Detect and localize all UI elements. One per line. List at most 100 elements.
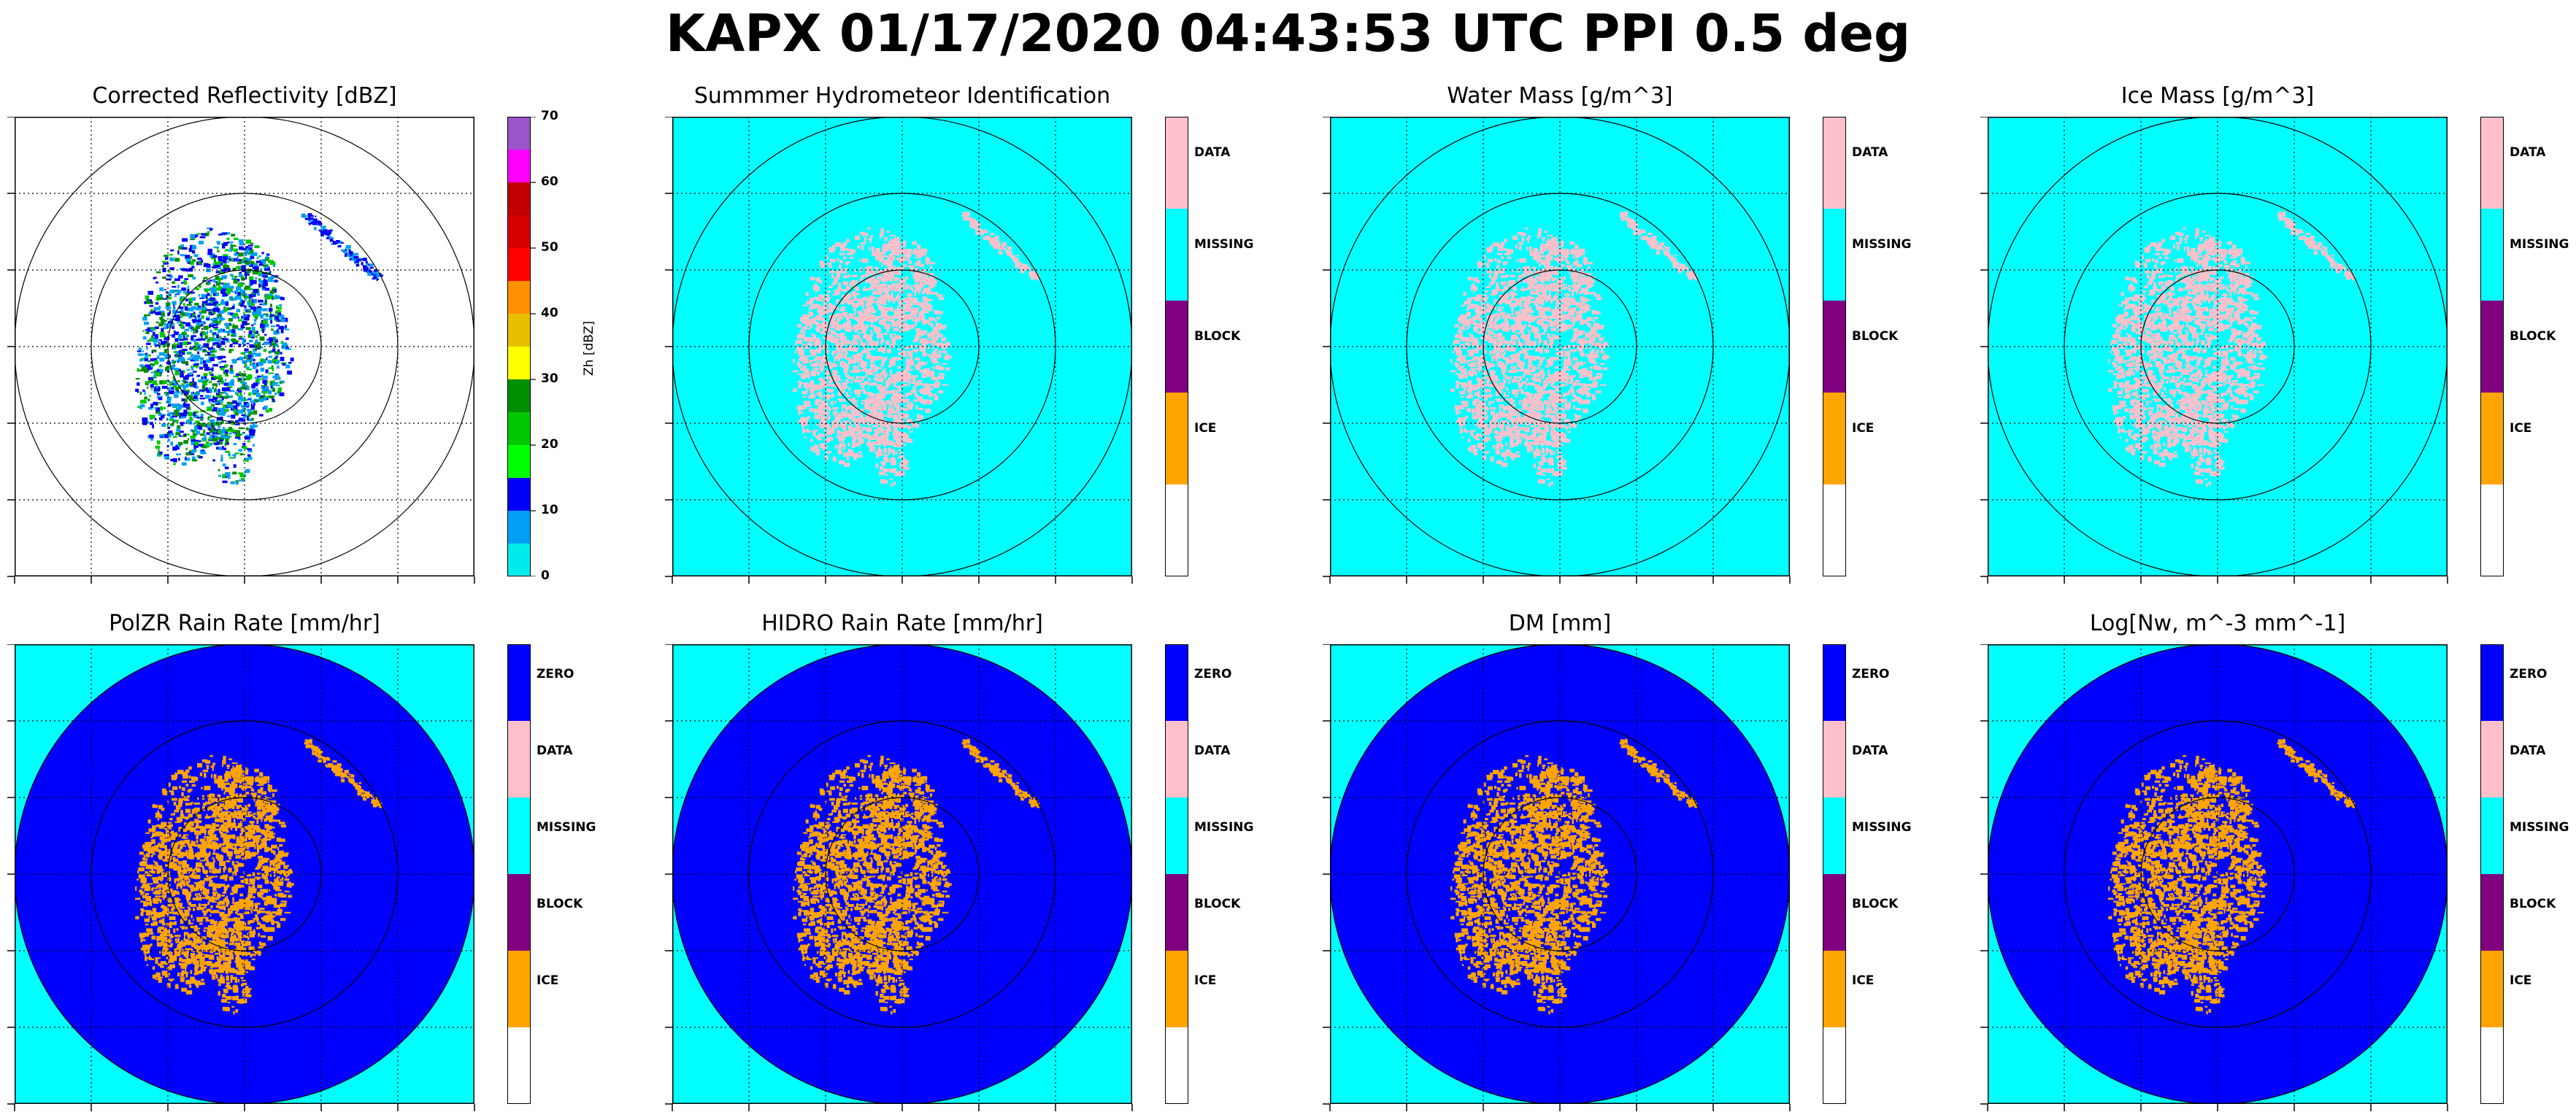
ppi-plot — [672, 117, 1132, 576]
colorbar-segment — [2480, 393, 2504, 485]
plot-frame — [1330, 117, 1790, 576]
colorbar-segment — [507, 1027, 531, 1104]
figure-title: KAPX 01/17/2020 04:43:53 UTC PPI 0.5 deg — [665, 4, 1911, 63]
colorbar-tick-label: 40 — [541, 306, 558, 320]
colorbar — [2480, 644, 2504, 1104]
axis-ticks — [1323, 117, 1791, 584]
colorbar-segment — [1165, 797, 1188, 875]
colorbar — [1165, 644, 1188, 1104]
ppi-plot — [1988, 644, 2448, 1104]
colorbar-category-label: MISSING — [2510, 820, 2569, 835]
colorbar-segment — [1165, 721, 1188, 798]
colorbar-tick-label: 10 — [541, 503, 558, 517]
colorbar-segment — [1823, 644, 1846, 722]
radar-coverage-disc — [15, 644, 474, 1104]
ppi-plot — [15, 644, 474, 1104]
colorbar-bin — [507, 182, 531, 215]
colorbar-segment — [2480, 209, 2504, 301]
colorbar-category-label: ICE — [2510, 421, 2532, 436]
colorbar-category-label: ICE — [2510, 973, 2532, 988]
colorbar-segment — [1823, 1027, 1846, 1104]
colorbar — [1823, 117, 1846, 576]
colorbar-segment — [1823, 301, 1846, 393]
range-ring — [91, 193, 399, 501]
colorbar-frame — [2480, 644, 2504, 1104]
plot-frame — [15, 117, 474, 576]
colorbar-category-label: BLOCK — [1194, 897, 1241, 911]
ppi-plot — [1988, 117, 2448, 576]
colorbar-tick-label: 30 — [541, 371, 558, 386]
colorbar-frame — [1165, 117, 1188, 576]
plot-frame — [15, 644, 474, 1104]
range-ring — [1406, 720, 1714, 1028]
colorbar-segment — [507, 644, 531, 722]
colorbar-segment — [1165, 484, 1188, 576]
colorbar-bin — [507, 117, 531, 150]
colorbar-segment — [2480, 1027, 2504, 1104]
range-ring — [2140, 797, 2295, 951]
colorbar-segment — [1823, 797, 1846, 875]
axis-ticks — [665, 117, 1133, 584]
colorbar-category-label: ICE — [537, 973, 559, 988]
colorbar-segment — [1823, 484, 1846, 576]
colorbar-bin — [507, 478, 531, 511]
colorbar-segment — [1165, 1027, 1188, 1104]
colorbar-segment — [507, 721, 531, 798]
colorbar-tick-label: 0 — [541, 568, 550, 583]
colorbar-category-label: DATA — [1194, 744, 1231, 758]
plot-frame — [672, 117, 1132, 576]
range-ring — [2140, 269, 2295, 424]
ppi-plot — [672, 644, 1132, 1104]
colorbar-category-label: MISSING — [1852, 237, 1912, 252]
colorbar-category-label: DATA — [1852, 744, 1888, 758]
range-ring — [2064, 193, 2372, 501]
colorbar-segment — [1165, 301, 1188, 393]
colorbar-segment — [1165, 393, 1188, 485]
panel-title: Ice Mass [g/m^3] — [2121, 83, 2315, 109]
colorbar-category-label: ZERO — [537, 667, 574, 681]
colorbar-category-label: MISSING — [1194, 237, 1254, 252]
axis-ticks — [665, 644, 1133, 1111]
colorbar-category-label: ICE — [1194, 421, 1217, 436]
colorbar-frame — [2480, 117, 2504, 576]
colorbar-segment — [507, 797, 531, 875]
colorbar-category-label: ZERO — [1852, 667, 1890, 681]
axis-ticks — [1323, 644, 1791, 1111]
colorbar-bin — [507, 412, 531, 445]
colorbar-segment — [2480, 721, 2504, 798]
radar-echoes — [2108, 738, 2356, 1015]
colorbar-tick-label: 60 — [541, 174, 558, 189]
colorbar-category-label: ZERO — [1194, 667, 1232, 681]
colorbar-frame — [507, 644, 531, 1104]
colorbar-category-label: DATA — [2510, 145, 2546, 161]
colorbar-category-label: BLOCK — [1852, 329, 1899, 344]
colorbar-category-label: BLOCK — [2510, 329, 2556, 344]
axis-ticks — [7, 117, 475, 584]
colorbar-segment — [2480, 874, 2504, 951]
colorbar-tick-label: 50 — [541, 240, 558, 255]
radar-echoes — [1450, 738, 1698, 1015]
colorbar-category-label: BLOCK — [2510, 897, 2556, 911]
colorbar-frame — [1165, 644, 1188, 1104]
range-ring — [1406, 193, 1714, 501]
colorbar-segment — [1823, 721, 1846, 798]
panel-title: Water Mass [g/m^3] — [1447, 83, 1673, 109]
colorbar-category-label: DATA — [537, 744, 573, 758]
colorbar — [1165, 117, 1188, 576]
plot-frame — [1988, 117, 2448, 576]
colorbar — [1823, 644, 1846, 1104]
colorbar — [2480, 117, 2504, 576]
range-ring — [2064, 720, 2372, 1028]
axis-ticks — [1980, 117, 2448, 584]
panel-title: PolZR Rain Rate [mm/hr] — [109, 611, 380, 636]
range-ring — [167, 797, 322, 951]
colorbar-frame — [1823, 117, 1846, 576]
colorbar-segment — [1165, 117, 1188, 209]
panel-title: DM [mm] — [1508, 611, 1612, 636]
colorbar-segment — [1165, 209, 1188, 301]
colorbar-segment — [2480, 644, 2504, 722]
colorbar-bin — [507, 379, 531, 412]
axis-ticks — [1980, 644, 2448, 1111]
colorbar-bin — [507, 314, 531, 347]
colorbar-category-label: BLOCK — [1194, 329, 1241, 344]
